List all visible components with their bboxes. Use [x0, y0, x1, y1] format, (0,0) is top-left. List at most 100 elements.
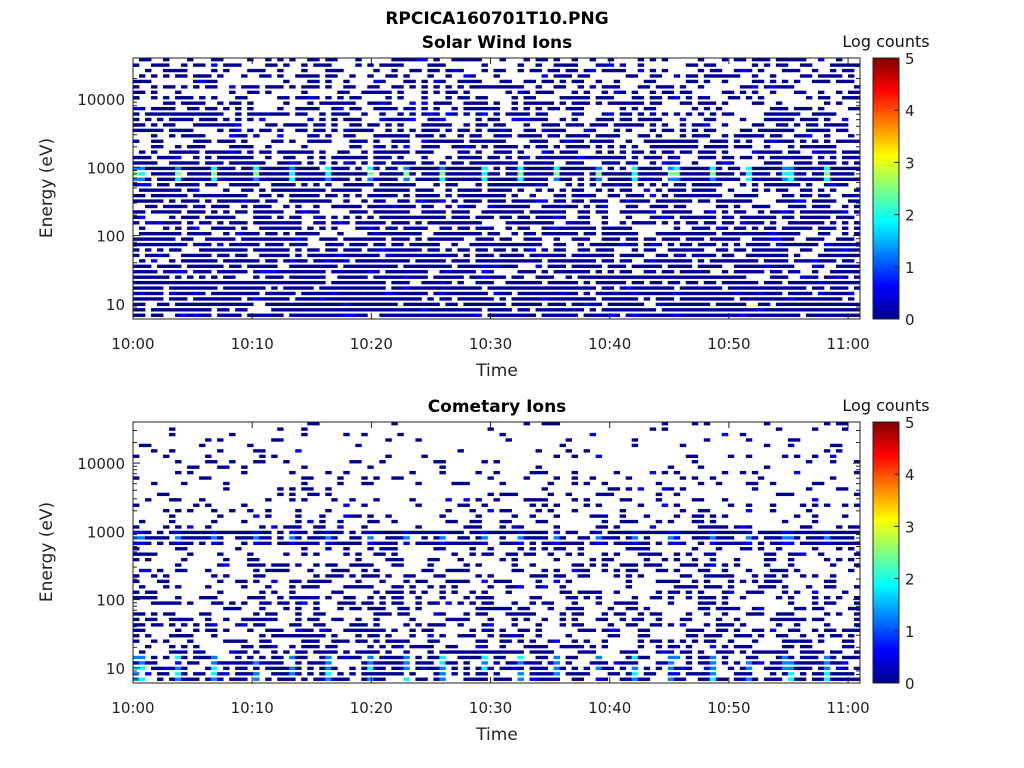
- heatmap-cell: [649, 215, 657, 220]
- heatmap-cell: [721, 90, 729, 94]
- heatmap-cell: [397, 172, 404, 176]
- heatmap-cell: [475, 172, 482, 176]
- heatmap-cell: [373, 476, 380, 480]
- heatmap-cell: [787, 58, 795, 62]
- heatmap-cell: [463, 568, 470, 573]
- heatmap-cell: [349, 242, 356, 247]
- heatmap-cell: [619, 221, 627, 225]
- heatmap-cell: [559, 172, 566, 176]
- heatmap-cell: [793, 221, 801, 225]
- colorbar-gradient: [872, 57, 900, 320]
- heatmap-cell: [691, 297, 699, 301]
- heatmap-cell: [229, 221, 236, 225]
- heatmap-cell: [523, 215, 530, 220]
- heatmap-cell: [367, 172, 374, 176]
- heatmap-cell: [319, 525, 326, 529]
- heatmap-cell: [781, 248, 789, 252]
- heatmap-cell: [253, 280, 260, 285]
- heatmap-cell: [493, 232, 500, 236]
- heatmap-cell: [223, 259, 230, 263]
- heatmap-cell: [655, 188, 663, 192]
- heatmap-cell: [439, 650, 446, 654]
- heatmap-cell: [667, 172, 675, 176]
- heatmap-cell: [157, 536, 164, 540]
- heatmap-cell: [709, 183, 717, 187]
- heatmap-cell: [469, 172, 476, 176]
- heatmap-cell: [337, 617, 344, 622]
- heatmap-cell: [499, 259, 506, 263]
- heatmap-cell: [151, 128, 158, 133]
- heatmap-cell: [373, 259, 380, 263]
- heatmap-cell: [349, 530, 356, 535]
- heatmap-cell: [217, 193, 224, 198]
- heatmap-cell: [535, 85, 542, 89]
- heatmap-cell: [667, 275, 675, 279]
- heatmap-cell: [313, 422, 320, 426]
- heatmap-cell: [571, 161, 579, 165]
- heatmap-cell: [679, 204, 687, 209]
- heatmap-cell: [409, 574, 416, 578]
- heatmap-cell: [217, 166, 224, 171]
- heatmap-cell: [769, 270, 777, 274]
- heatmap-cell: [637, 172, 645, 176]
- heatmap-cell: [133, 302, 140, 307]
- heatmap-cell: [145, 188, 152, 192]
- heatmap-cell: [307, 634, 314, 638]
- heatmap-cell: [229, 460, 236, 464]
- heatmap-cell: [445, 139, 452, 143]
- heatmap-cell: [433, 106, 440, 111]
- heatmap-cell: [175, 650, 182, 654]
- heatmap-cell: [247, 672, 254, 676]
- heatmap-cell: [271, 655, 278, 660]
- heatmap-cell: [307, 199, 314, 203]
- heatmap-cell: [469, 634, 476, 638]
- heatmap-cell: [715, 264, 723, 268]
- heatmap-cell: [337, 525, 344, 529]
- heatmap-cell: [781, 264, 789, 268]
- heatmap-cell: [355, 259, 362, 263]
- heatmap-cell: [763, 145, 771, 149]
- heatmap-cell: [151, 601, 158, 605]
- heatmap-cell: [847, 237, 855, 241]
- heatmap-cell: [295, 563, 302, 567]
- heatmap-cell: [541, 155, 548, 160]
- heatmap-cell: [313, 74, 320, 78]
- heatmap-cell: [379, 297, 386, 301]
- heatmap-cell: [217, 291, 224, 296]
- heatmap-cell: [847, 79, 855, 84]
- heatmap-cell: [367, 90, 374, 94]
- heatmap-cell: [697, 286, 705, 290]
- heatmap-cell: [463, 541, 470, 545]
- heatmap-cell: [649, 291, 657, 296]
- heatmap-cell: [193, 166, 200, 171]
- heatmap-cell: [829, 259, 837, 263]
- heatmap-cell: [601, 221, 609, 225]
- heatmap-cell: [475, 264, 482, 268]
- heatmap-cell: [301, 177, 308, 181]
- heatmap-cell: [313, 210, 320, 214]
- heatmap-cell: [361, 221, 368, 225]
- heatmap-cell: [307, 106, 314, 111]
- heatmap-cell: [145, 58, 152, 62]
- heatmap-cell: [823, 183, 831, 187]
- heatmap-cell: [325, 264, 332, 268]
- heatmap-cell: [541, 58, 548, 62]
- heatmap-cell: [691, 275, 699, 279]
- heatmap-cell: [403, 172, 410, 176]
- heatmap-cell: [277, 536, 284, 540]
- heatmap-cell: [547, 226, 554, 230]
- heatmap-cell: [493, 123, 500, 127]
- heatmap-cell: [223, 302, 230, 307]
- heatmap-cell: [829, 210, 837, 214]
- heatmap-cell: [439, 470, 446, 475]
- heatmap-cell: [379, 264, 386, 268]
- heatmap-cell: [829, 183, 837, 187]
- heatmap-cell: [751, 291, 759, 296]
- heatmap-cell: [397, 188, 404, 192]
- heatmap-cell: [373, 188, 380, 192]
- heatmap-cell: [391, 68, 398, 73]
- heatmap-cell: [733, 145, 741, 149]
- heatmap-cell: [433, 612, 440, 616]
- heatmap-cell: [229, 280, 236, 285]
- heatmap-cell: [151, 74, 158, 78]
